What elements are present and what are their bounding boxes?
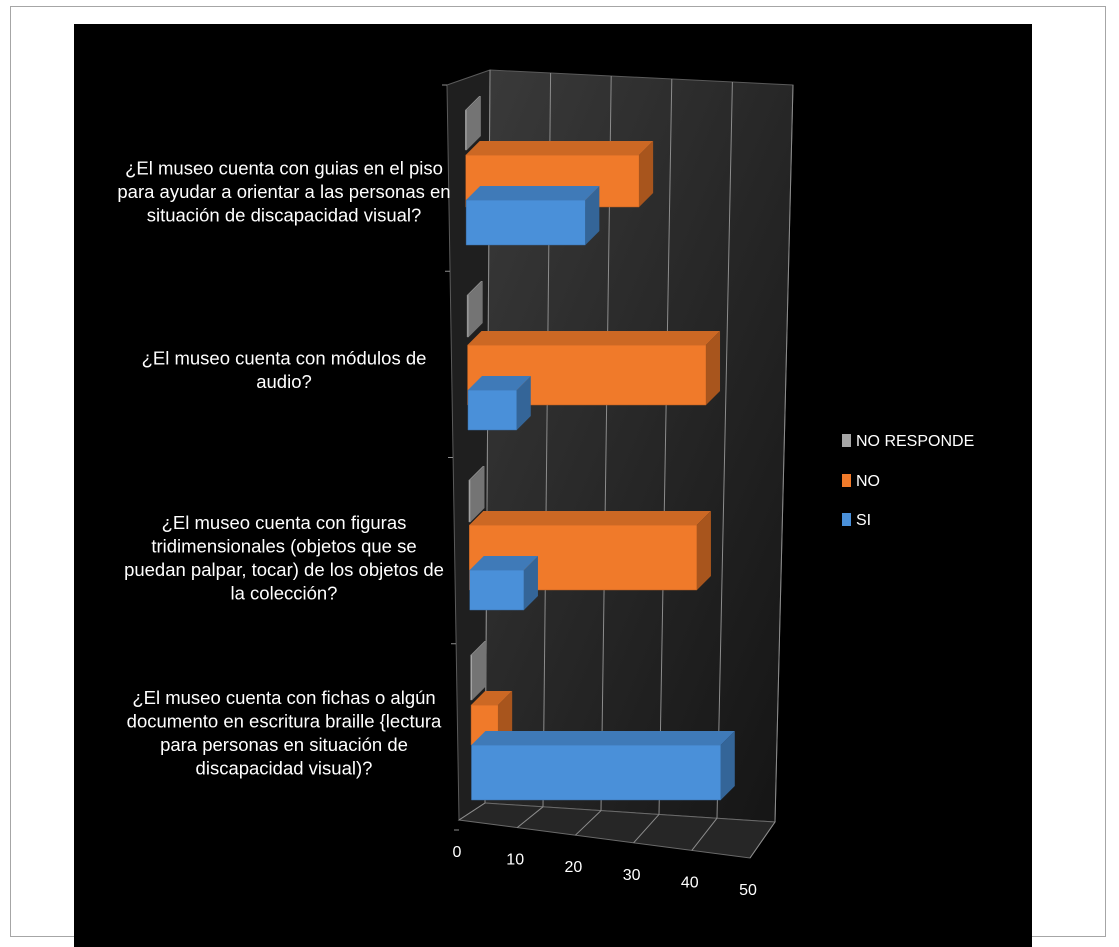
legend-swatch-no-responde [842, 434, 851, 447]
bar-no-responde-3 [468, 479, 471, 523]
gridline [658, 78, 673, 815]
gridline [716, 81, 733, 819]
bar-no-responde-2-top [467, 281, 483, 295]
bar-no-responde-3-top [468, 466, 485, 480]
bar-no-responde-1 [464, 109, 468, 151]
bar-si-1 [465, 199, 586, 246]
x-tick-label: 20 [565, 859, 583, 876]
bar-chart-3d: 0 10 20 30 40 50 ¿El museo cuenta con guias en… [117, 69, 974, 899]
x-tick-label: 0 [453, 844, 462, 861]
category-label: situación de discapacidad visual? [147, 205, 422, 226]
x-tick-label: 40 [681, 874, 699, 891]
category-label: ¿El museo cuenta con fichas o algún [132, 687, 435, 708]
bar-si-3 [469, 569, 525, 611]
bar-si-1-top [466, 186, 600, 200]
category-label: puedan palpar, tocar) de los objetos de [124, 559, 444, 580]
floor-gridline [633, 814, 660, 844]
legend-label-no: NO [856, 473, 880, 490]
bar-no-1-top [465, 141, 654, 155]
floor-gridline [575, 810, 602, 836]
chart-frame: 0 10 20 30 40 50 ¿El museo cuenta con guias en… [10, 6, 1106, 947]
bar-si-4-end [720, 731, 735, 800]
bar-si-2-top [467, 376, 531, 390]
category-label: discapacidad visual)? [196, 757, 373, 778]
bar-si-2 [467, 389, 518, 431]
bar-no-responde-3-end [470, 466, 485, 522]
floor-gridline [458, 802, 486, 821]
bar-no-responde-4 [470, 654, 473, 701]
bar-no-responde-2-end [468, 281, 483, 337]
floor-gridline [516, 806, 544, 828]
legend-label-no-responde: NO RESPONDE [856, 433, 974, 450]
bar-no-1-end [639, 141, 654, 207]
bar-no-responde-2 [466, 294, 469, 338]
bar-no-2-end [706, 331, 721, 405]
category-label: audio? [256, 371, 312, 392]
chart-plot-area: 0 10 20 30 40 50 ¿El museo cuenta con guias en… [74, 24, 1032, 947]
bar-si-2-end [516, 376, 531, 430]
bar-si-3-top [469, 556, 538, 570]
x-tick-label: 30 [623, 867, 641, 884]
bar-no-2-top [467, 331, 721, 345]
category-label: ¿El museo cuenta con figuras [162, 512, 407, 533]
bar-no-responde-4-end [472, 641, 487, 700]
bar-no-3-top [469, 511, 711, 525]
category-label: ¿El museo cuenta con guias en el piso [125, 158, 443, 179]
category-label: para ayudar a orientar a las personas en [117, 181, 450, 202]
gridline [774, 84, 794, 823]
bar-si-3-end [523, 556, 538, 610]
bar-si-4-top [471, 731, 735, 745]
x-tick-label: 10 [506, 852, 524, 869]
floor-gridline [691, 817, 718, 851]
bar-no-responde-4-top [470, 641, 487, 655]
legend-swatch-no [842, 474, 851, 487]
category-label: ¿El museo cuenta con módulos de [142, 347, 427, 368]
bar-no-3-end [696, 511, 711, 590]
bar-no-responde-1-end [466, 96, 481, 150]
category-label: la colección? [231, 582, 338, 603]
bar-no-responde-1-top [465, 96, 481, 110]
category-label: para personas en situación de [160, 734, 408, 755]
floor-gridline [749, 821, 776, 859]
bar-si-1-end [585, 186, 600, 245]
bar-no-4-top [471, 691, 513, 705]
legend-swatch-si [842, 513, 851, 526]
category-label: tridimensionales (objetos que se [151, 535, 416, 556]
category-label: documento en escritura braille {lectura [127, 710, 442, 731]
legend-label-si: SI [856, 512, 871, 529]
bar-si-4 [471, 744, 722, 801]
x-tick-label: 50 [739, 882, 757, 899]
